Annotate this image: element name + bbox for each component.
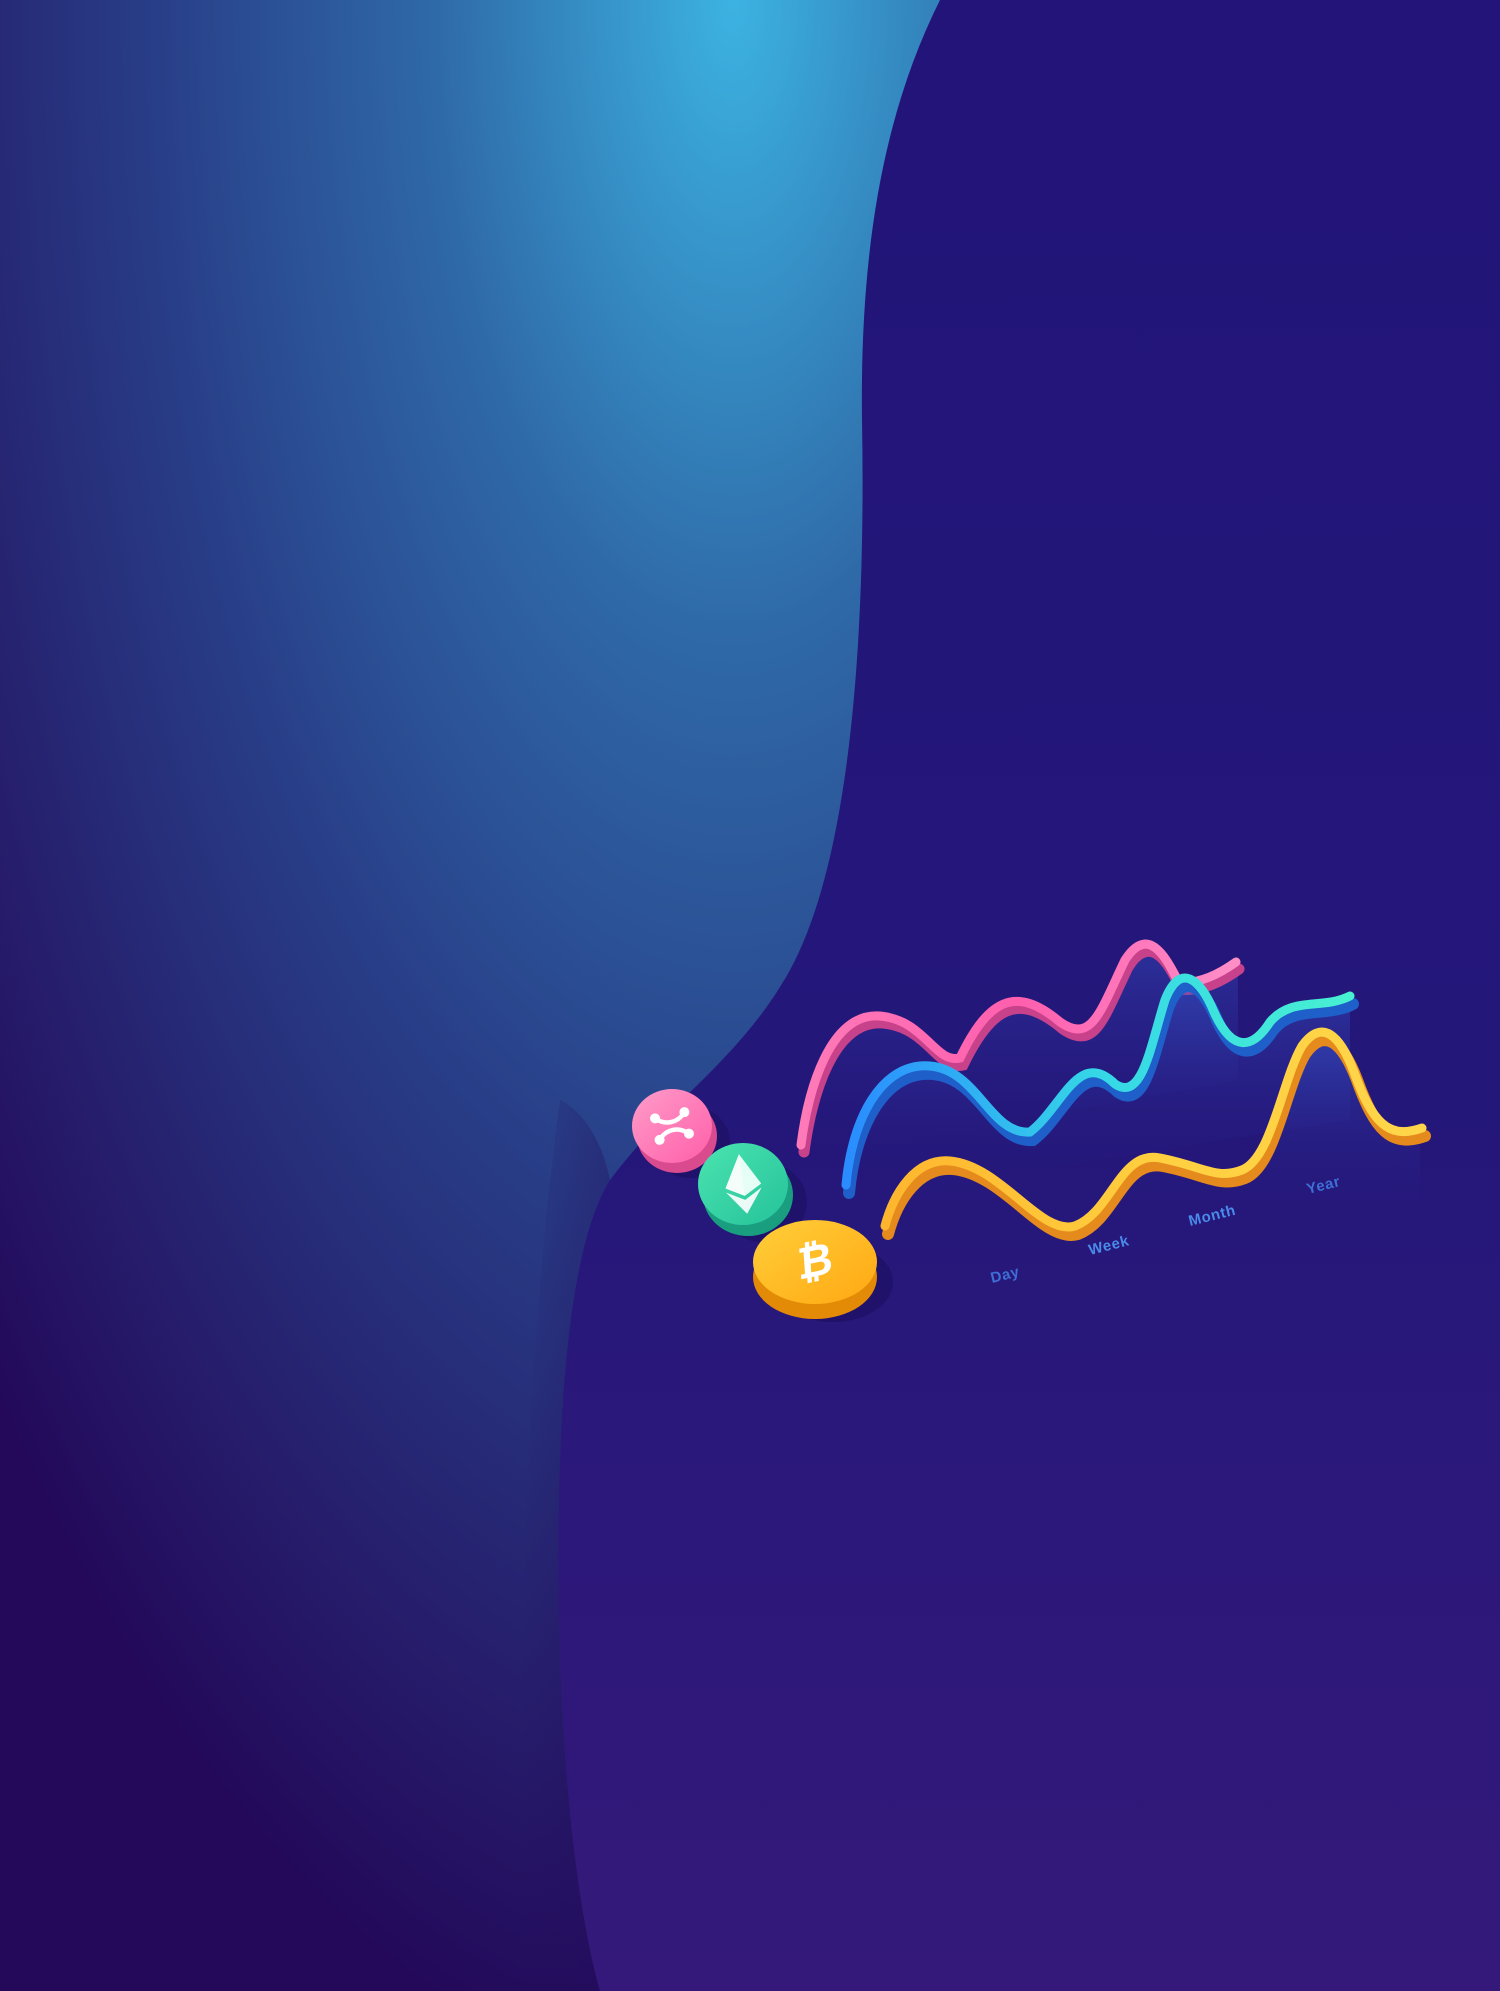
label-day: Day [989,1263,1022,1287]
teal-ribbon [841,973,1355,1190]
bitcoin-icon: ₿ [796,1232,835,1291]
ripple-icon [650,1107,694,1145]
background-wave-shade [520,1100,610,1991]
coin-stack: ₿ [632,1089,893,1322]
ethereum-coin [698,1143,807,1242]
ribbon-chart: Day Week Month Year [796,939,1431,1287]
gold-ribbon [880,1027,1427,1232]
background-wave [0,0,940,1991]
pink-ribbon [796,939,1241,1150]
ripple-coin [632,1089,730,1178]
svg-text:₿: ₿ [796,1232,835,1291]
bitcoin-coin: ₿ [753,1220,893,1322]
ethereum-icon [725,1154,762,1214]
teal-ribbon-shadow [843,980,1359,1199]
